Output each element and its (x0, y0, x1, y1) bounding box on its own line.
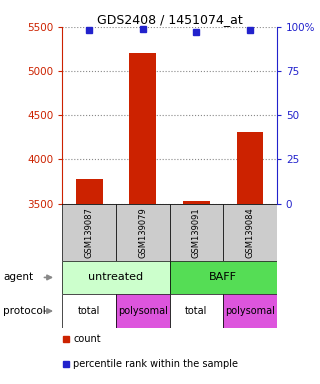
Bar (236, 132, 263, 384)
Bar (170, 294, 223, 328)
Bar (76, 179, 103, 384)
Bar (170, 204, 223, 261)
Text: polysomal: polysomal (118, 306, 168, 316)
Bar (223, 204, 277, 261)
Bar (183, 201, 210, 384)
Text: GSM139084: GSM139084 (245, 207, 254, 258)
Text: count: count (73, 334, 101, 344)
Bar (116, 204, 170, 261)
Text: agent: agent (3, 272, 33, 283)
Text: GSM139079: GSM139079 (138, 207, 147, 258)
Text: total: total (78, 306, 100, 316)
Bar (62, 261, 170, 294)
Title: GDS2408 / 1451074_at: GDS2408 / 1451074_at (97, 13, 243, 26)
Bar (129, 53, 156, 384)
Bar (62, 204, 116, 261)
Text: GSM139091: GSM139091 (192, 207, 201, 258)
Text: total: total (185, 306, 208, 316)
Bar (116, 294, 170, 328)
Text: protocol: protocol (3, 306, 46, 316)
Bar (223, 294, 277, 328)
Bar (170, 261, 277, 294)
Text: polysomal: polysomal (225, 306, 275, 316)
Bar (62, 294, 116, 328)
Text: untreated: untreated (88, 272, 144, 283)
Text: BAFF: BAFF (209, 272, 237, 283)
Text: percentile rank within the sample: percentile rank within the sample (73, 359, 238, 369)
Text: GSM139087: GSM139087 (85, 207, 94, 258)
